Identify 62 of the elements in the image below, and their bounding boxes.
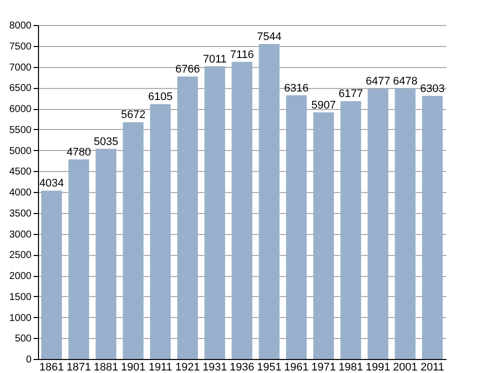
y-tick-label: 6500 <box>9 83 32 94</box>
bar <box>232 62 252 359</box>
data-label: 6177 <box>338 88 364 100</box>
bar <box>313 112 334 359</box>
data-label: 7011 <box>202 53 227 66</box>
bar <box>286 95 307 359</box>
y-tick-label: 0 <box>26 354 32 366</box>
x-tick-label: 1961 <box>284 362 309 373</box>
bar <box>68 159 90 359</box>
x-tick-label: 2011 <box>420 362 444 373</box>
x-tick-label: 1951 <box>256 362 282 373</box>
data-label: 6105 <box>148 91 173 104</box>
y-tick-label: 500 <box>14 334 32 345</box>
x-tick-label: 1921 <box>175 362 200 373</box>
data-label: 6316 <box>284 82 309 94</box>
x-tick-label: 1991 <box>366 362 390 373</box>
y-tick-label: 3500 <box>9 208 32 220</box>
data-label: 5672 <box>120 109 146 122</box>
bar <box>258 44 280 359</box>
y-tick-label: 2500 <box>9 250 32 262</box>
bar <box>41 190 62 359</box>
bar <box>394 88 416 359</box>
y-tick-label: 7500 <box>9 41 32 52</box>
bar <box>422 96 443 359</box>
x-tick-label: 1971 <box>311 362 336 373</box>
bar <box>96 148 116 359</box>
y-tick-label: 8000 <box>9 20 32 32</box>
y-tick-label: 1500 <box>9 292 32 303</box>
data-label: 7116 <box>230 48 254 61</box>
y-tick-label: 5500 <box>9 124 32 136</box>
y-tick-label: 4500 <box>9 166 32 178</box>
data-label: 6303 <box>420 82 445 95</box>
x-tick-label: 1861 <box>39 362 64 373</box>
x-tick-label: 1936 <box>230 362 254 373</box>
data-label: 4780 <box>66 146 92 158</box>
y-tick-label: 7000 <box>9 62 32 74</box>
x-tick-label: 1931 <box>202 362 228 373</box>
y-tick-label: 5000 <box>9 146 32 157</box>
bar <box>150 104 171 359</box>
bar <box>122 122 144 359</box>
data-label: 7544 <box>256 31 282 44</box>
y-tick-label: 1000 <box>9 312 32 324</box>
y-tick-label: 6000 <box>9 104 32 115</box>
x-tick-label: 1871 <box>66 362 92 373</box>
bar <box>177 76 198 359</box>
data-label: 5035 <box>94 136 118 148</box>
data-label: 4034 <box>39 178 64 190</box>
y-tick-label: 2000 <box>9 271 32 282</box>
bar <box>368 88 388 359</box>
bar <box>204 66 226 359</box>
x-tick-label: 2001 <box>392 362 418 373</box>
x-tick-label: 1901 <box>120 362 146 373</box>
y-tick-label: 3000 <box>9 229 32 240</box>
bar <box>340 101 362 359</box>
data-label: 6477 <box>366 76 390 88</box>
data-label: 6478 <box>392 76 418 88</box>
y-tick-label: 4000 <box>9 188 32 198</box>
x-tick-label: 1981 <box>338 362 364 373</box>
data-label: 6766 <box>175 64 200 76</box>
x-tick-label: 1911 <box>148 362 172 373</box>
data-label: 5907 <box>311 99 336 112</box>
x-tick-label: 1881 <box>94 362 118 373</box>
